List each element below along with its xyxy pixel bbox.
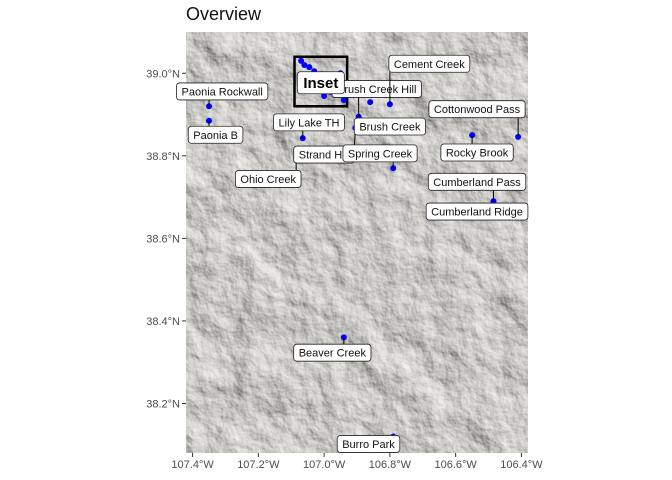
site-label: Lily Lake TH — [279, 117, 340, 129]
site-label: Cement Creek — [394, 59, 465, 71]
site-label-group: Strand Hill — [293, 127, 356, 164]
site-label: Cumberland Pass — [433, 177, 521, 189]
site-label-box — [440, 143, 514, 162]
site-label-box — [293, 343, 372, 362]
site-label-group: Beaver Creek — [293, 337, 372, 362]
y-tick-label: 38.8°N — [146, 151, 180, 163]
x-tick-label: 106.4°W — [500, 459, 543, 471]
inset-label: Inset — [303, 75, 338, 92]
site-label-group: Brush Creek — [353, 117, 426, 136]
x-tick-label: 107.4°W — [171, 459, 214, 471]
site-label-group: Ohio Creek — [234, 157, 302, 188]
site-label-group: Cumberland Pass — [427, 172, 527, 202]
site-label-box — [273, 113, 345, 132]
site-label-group: Burro Park — [336, 435, 401, 453]
y-tick-label: 38.4°N — [146, 316, 180, 328]
cluster-point — [301, 62, 308, 69]
site-label-group: Rocky Brook — [440, 135, 514, 162]
site-label-group: Lily Lake TH — [273, 113, 345, 139]
site-label: Cottonwood Pass — [434, 104, 521, 116]
site-label-box — [187, 125, 244, 144]
site-label: Burro Park — [342, 439, 395, 451]
site-label-group: Paonia Rockwall — [176, 82, 269, 107]
site-label: Strand Hill — [299, 150, 350, 162]
map-panel — [186, 32, 528, 453]
site-label: Spring Creek — [348, 148, 413, 160]
site-label-box — [427, 172, 527, 191]
site-label-group: Cement Creek — [388, 54, 471, 105]
cluster-point — [340, 97, 347, 104]
site-label-box — [342, 144, 418, 163]
x-axis: 107.4°W 107.2°W 107.0°W 106.8°W 106.6°W 106.4… — [171, 453, 543, 471]
site-label: Rocky Brook — [446, 148, 509, 160]
site-label-group: Cumberland Ridge — [425, 202, 529, 221]
cluster-point — [321, 92, 328, 99]
site-point — [367, 99, 374, 106]
site-label-box — [336, 435, 401, 453]
site-label-group: Paonia B — [187, 120, 244, 144]
x-tick-label: 107.2°W — [237, 459, 280, 471]
x-tick-label: 106.6°W — [434, 459, 477, 471]
site-label-box — [428, 100, 526, 119]
site-label-group: Brush Creek Hill — [331, 80, 422, 117]
cluster-point — [298, 57, 305, 64]
y-tick-label: 39.0°N — [146, 68, 180, 80]
site-label: Paonia B — [193, 130, 238, 142]
x-tick-label: 107.0°W — [303, 459, 346, 471]
site-label-box — [176, 82, 269, 101]
site-label: Brush Creek — [359, 122, 421, 134]
site-label: Brush Creek Hill — [337, 84, 416, 96]
cluster-point — [306, 64, 313, 71]
x-tick-label: 106.8°W — [369, 459, 412, 471]
y-tick-label: 38.6°N — [146, 233, 180, 245]
site-label-group: Cottonwood Pass — [428, 100, 526, 137]
site-label-group: Spring Creek — [342, 144, 418, 169]
site-label-box — [353, 117, 426, 136]
site-label-box — [388, 54, 471, 73]
y-tick-label: 38.2°N — [146, 398, 180, 410]
y-axis: 39.0°N 38.8°N 38.6°N 38.4°N 38.2°N — [146, 68, 186, 410]
inset-label-group: Inset — [296, 71, 345, 95]
site-label: Cumberland Ridge — [431, 207, 523, 219]
site-label: Beaver Creek — [299, 348, 367, 360]
site-label: Ohio Creek — [240, 174, 296, 186]
plot-title: Overview — [186, 4, 262, 24]
labels-layer: Paonia Rockwall Paonia B Lily Lake TH Ohio … — [176, 54, 529, 453]
site-label: Paonia Rockwall — [182, 86, 263, 98]
site-label-box — [425, 202, 529, 221]
inset-label-box — [296, 71, 345, 95]
site-label-box — [234, 170, 302, 188]
